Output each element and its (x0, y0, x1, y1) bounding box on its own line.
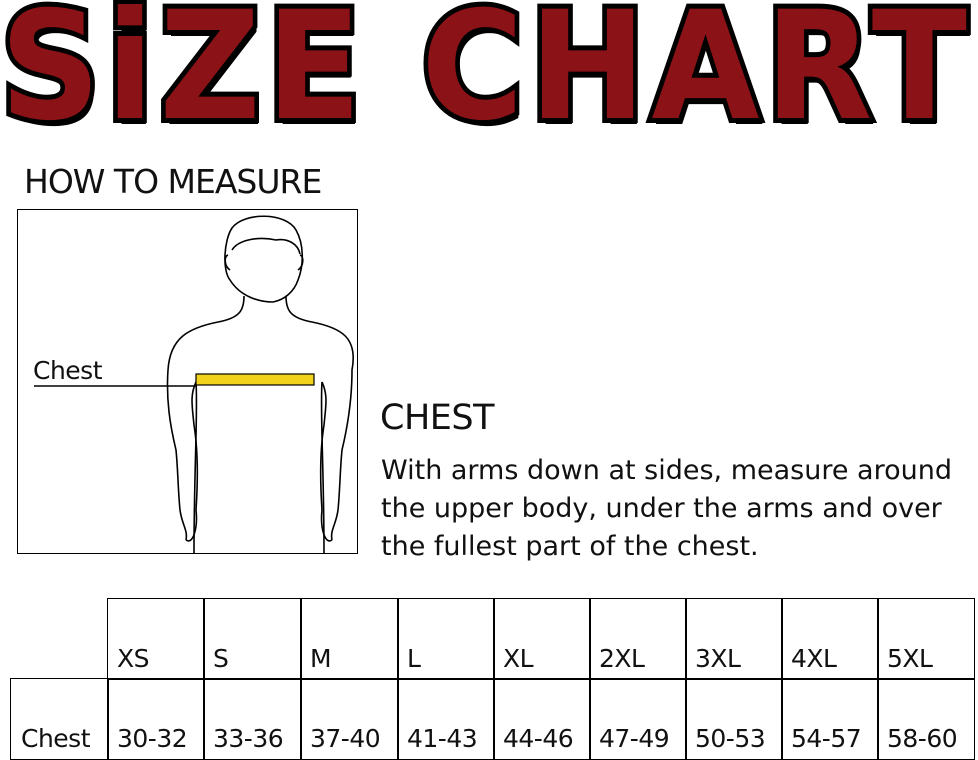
chest-value-cell-text: 58-60 (887, 724, 958, 753)
chest-value-cell: 58-60 (877, 678, 975, 760)
chest-instructions: With arms down at sides, measure around … (381, 455, 952, 562)
chest-value-cell-text: 37-40 (310, 724, 381, 753)
size-header-cell-text: XS (117, 644, 150, 673)
measurement-figure: Chest (17, 209, 358, 554)
chest-heading: CHEST (380, 398, 494, 438)
chest-value-cell: 33-36 (203, 678, 302, 760)
size-header-cell: 3XL (685, 598, 783, 680)
size-header-cell: 4XL (781, 598, 879, 680)
size-header-cell: L (397, 598, 495, 680)
size-chart-title: SiZE CHART (0, 0, 973, 154)
chest-value-cell-text: 30-32 (117, 724, 188, 753)
size-header-cell: 5XL (877, 598, 975, 680)
size-header-cell-text: 3XL (695, 644, 741, 673)
chest-value-cell: 41-43 (397, 678, 495, 760)
size-header-cell-text: S (213, 644, 229, 673)
size-header-cell-text: L (407, 644, 421, 673)
chest-value-cell: 47-49 (589, 678, 687, 760)
chest-value-cell-text: 47-49 (599, 724, 670, 753)
row-label-cell-text: Chest (21, 724, 91, 753)
measuring-tape (195, 373, 315, 386)
size-header-cell: M (300, 598, 399, 680)
size-header-cell-text: XL (503, 644, 534, 673)
size-header-cell-text: M (310, 644, 332, 673)
chest-value-cell-text: 50-53 (695, 724, 766, 753)
size-header-cell: S (203, 598, 302, 680)
chest-value-cell-text: 41-43 (407, 724, 478, 753)
chest-value-cell-text: 33-36 (213, 724, 284, 753)
chest-value-cell: 37-40 (300, 678, 399, 760)
chest-value-cell-text: 44-46 (503, 724, 574, 753)
body-outline-illustration (34, 215, 354, 553)
chest-value-cell: 54-57 (781, 678, 879, 760)
size-header-cell: 2XL (589, 598, 687, 680)
chest-value-cell: 50-53 (685, 678, 783, 760)
size-header-cell-text: 4XL (791, 644, 837, 673)
size-header-cell: XS (107, 598, 205, 680)
chest-value-cell: 44-46 (493, 678, 591, 760)
chest-figure-label: Chest (33, 356, 103, 385)
chest-value-cell-text: 54-57 (791, 724, 862, 753)
size-header-cell: XL (493, 598, 591, 680)
row-label-cell: Chest (10, 678, 109, 760)
size-header-cell-text: 2XL (599, 644, 645, 673)
how-to-measure-heading: HOW TO MEASURE (24, 162, 322, 201)
size-header-cell-text: 5XL (887, 644, 933, 673)
chest-value-cell: 30-32 (107, 678, 205, 760)
